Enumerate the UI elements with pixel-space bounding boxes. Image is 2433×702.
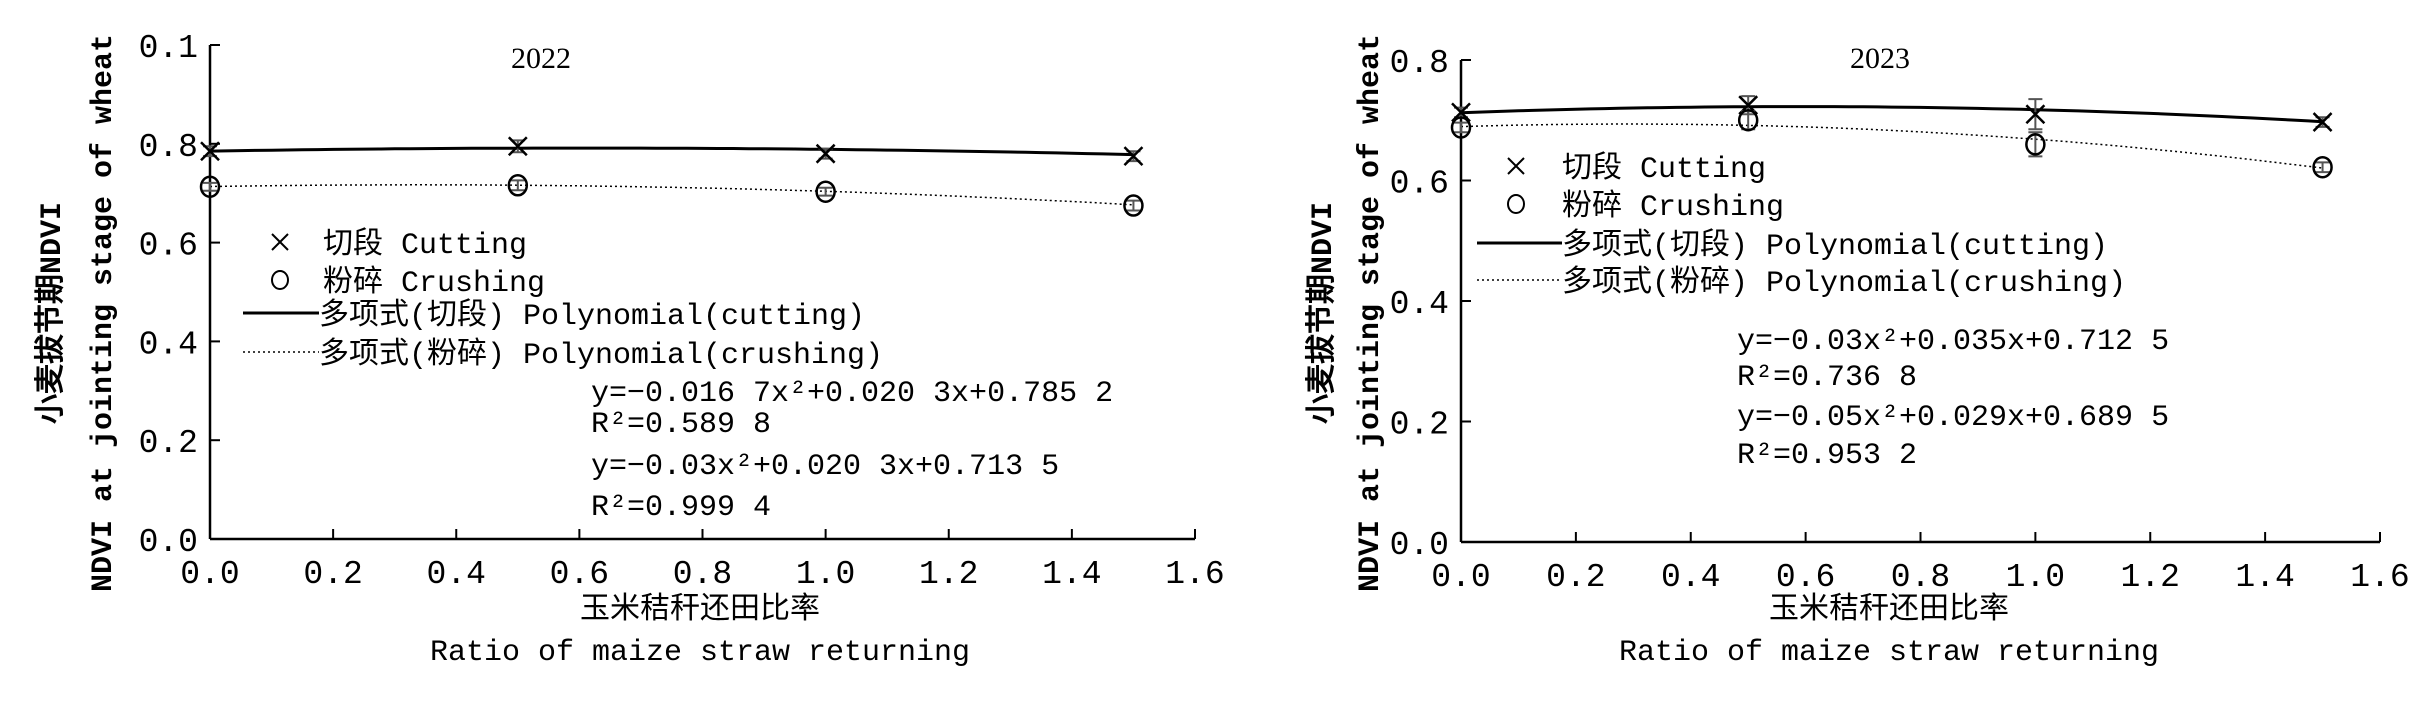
error-bar	[818, 186, 833, 197]
x-tick-label: 1.6	[2350, 559, 2409, 596]
chart-title: 2022	[511, 42, 571, 75]
x-tick-label: 0.8	[673, 556, 732, 593]
r-squared-annotation: R²=0.736 8	[1737, 361, 1917, 395]
point-cutting	[507, 136, 528, 157]
point-crushing	[1123, 194, 1144, 217]
legend-label: 多项式(粉碎) Polynomial(crushing)	[1562, 265, 2126, 301]
y-tick-label: 0.4	[139, 326, 198, 363]
x-tick-label: 1.4	[2235, 559, 2294, 596]
equation-annotation: y=−0.03x²+0.035x+0.712 5	[1737, 325, 2169, 359]
y-tick-label: 0.2	[1390, 407, 1449, 444]
legend-label: 切段 Cutting	[1562, 151, 1766, 187]
x-tick-label: 1.0	[2006, 559, 2065, 596]
trendline-cutting	[209, 146, 1134, 157]
equation-annotation: y=−0.03x²+0.020 3x+0.713 5	[591, 450, 1059, 484]
y-axis-label-cn: 小麦拔节期NDVI	[1305, 202, 1341, 424]
error-bar	[1126, 199, 1141, 212]
x-tick-label: 0.6	[1776, 559, 1835, 596]
r-squared-annotation: R²=0.589 8	[591, 408, 771, 442]
x-tick-label: 0.6	[550, 556, 609, 593]
point-crushing	[199, 175, 221, 199]
point-crushing	[815, 180, 836, 203]
point-crushing	[1450, 116, 1472, 139]
x-tick-label: 0.2	[303, 556, 362, 593]
point-cutting	[2025, 104, 2046, 125]
error-bar	[510, 179, 525, 192]
x-tick-label: 0.2	[1546, 559, 1605, 596]
legend-circle-marker-icon	[1507, 194, 1525, 214]
legend-label: 多项式(切段) Polynomial(cutting)	[1562, 228, 2108, 264]
x-tick-label: 0.8	[1891, 559, 1950, 596]
y-tick-label: 0.6	[139, 228, 198, 265]
equation-annotation: y=−0.05x²+0.029x+0.689 5	[1737, 401, 2169, 435]
chart-2022: 0.0 0.2 0.4 0.6 0.8 1.0 1.2 1.4 1.6 0.0 0.2 0.4 0.6 0…	[34, 30, 1225, 670]
x-axis-label-cn: 玉米秸秆还田比率	[580, 592, 820, 628]
x-tick-label: 0.4	[427, 556, 486, 593]
point-crushing	[2312, 155, 2333, 179]
legend-x-marker-icon	[1507, 157, 1525, 175]
y-tick-label: 0.8	[139, 129, 198, 166]
error-bar	[203, 181, 217, 192]
trendline-cutting	[1460, 105, 2323, 124]
x-tick-label: 1.2	[919, 556, 978, 593]
legend-label: 多项式(切段) Polynomial(cutting)	[319, 298, 865, 334]
error-bar	[1454, 121, 1468, 134]
legend-label: 切段 Cutting	[323, 227, 527, 263]
point-crushing	[2025, 133, 2046, 156]
x-tick-label: 0.0	[1431, 559, 1490, 596]
y-axis-label: NDVI at jointing stage of wheat	[87, 34, 121, 592]
trendline-crushing	[1460, 123, 2323, 169]
point-cutting	[2312, 112, 2333, 132]
point-crushing	[507, 174, 529, 197]
y-tick-label: 0.8	[1390, 45, 1449, 82]
x-tick-label: 1.4	[1042, 556, 1101, 593]
legend-label: 粉碎 Crushing	[1562, 189, 1784, 225]
y-tick-label: 0.0	[139, 524, 198, 561]
x-tick-label: 1.6	[1165, 556, 1224, 593]
x-tick-label: 1.0	[796, 556, 855, 593]
y-tick-label: 0.0	[1390, 527, 1449, 564]
trendline-crushing	[209, 184, 1134, 206]
point-cutting	[200, 141, 220, 162]
y-tick-label: 0.1	[139, 30, 198, 67]
x-tick-label: 1.2	[2121, 559, 2180, 596]
legend-label: 多项式(粉碎) Polynomial(crushing)	[319, 337, 883, 373]
legend-circle-marker-icon	[271, 270, 289, 290]
point-cutting	[815, 143, 836, 164]
y-tick-label: 0.4	[1390, 286, 1449, 323]
y-axis-label-cn: 小麦拔节期NDVI	[34, 202, 70, 424]
legend-x-marker-icon	[271, 233, 289, 251]
chart-title: 2023	[1850, 42, 1910, 75]
legend-label: 粉碎 Crushing	[323, 265, 545, 301]
x-tick-label: 0.4	[1661, 559, 1720, 596]
x-axis-label: Ratio of maize straw returning	[430, 636, 970, 670]
equation-annotation: y=−0.016 7x²+0.020 3x+0.785 2	[591, 377, 1113, 411]
y-axis-label: NDVI at jointing stage of wheat	[1354, 34, 1388, 592]
x-axis-label-cn: 玉米秸秆还田比率	[1769, 592, 2009, 628]
r-squared-annotation: R²=0.953 2	[1737, 439, 1917, 473]
point-crushing	[1737, 109, 1759, 132]
x-axis-label: Ratio of maize straw returning	[1619, 636, 2159, 670]
error-bar	[2315, 161, 2330, 174]
r-squared-annotation: R²=0.999 4	[591, 491, 771, 525]
chart-2023: 0.0 0.2 0.4 0.6 0.8 1.0 1.2 1.4 1.6 0.0 0.2 0.4 0.6 0…	[1305, 34, 2410, 670]
error-bar	[2028, 131, 2043, 158]
x-tick-label: 0.0	[180, 556, 239, 593]
y-tick-label: 0.6	[1390, 166, 1449, 203]
y-tick-label: 0.2	[139, 425, 198, 462]
point-cutting	[1123, 146, 1144, 167]
